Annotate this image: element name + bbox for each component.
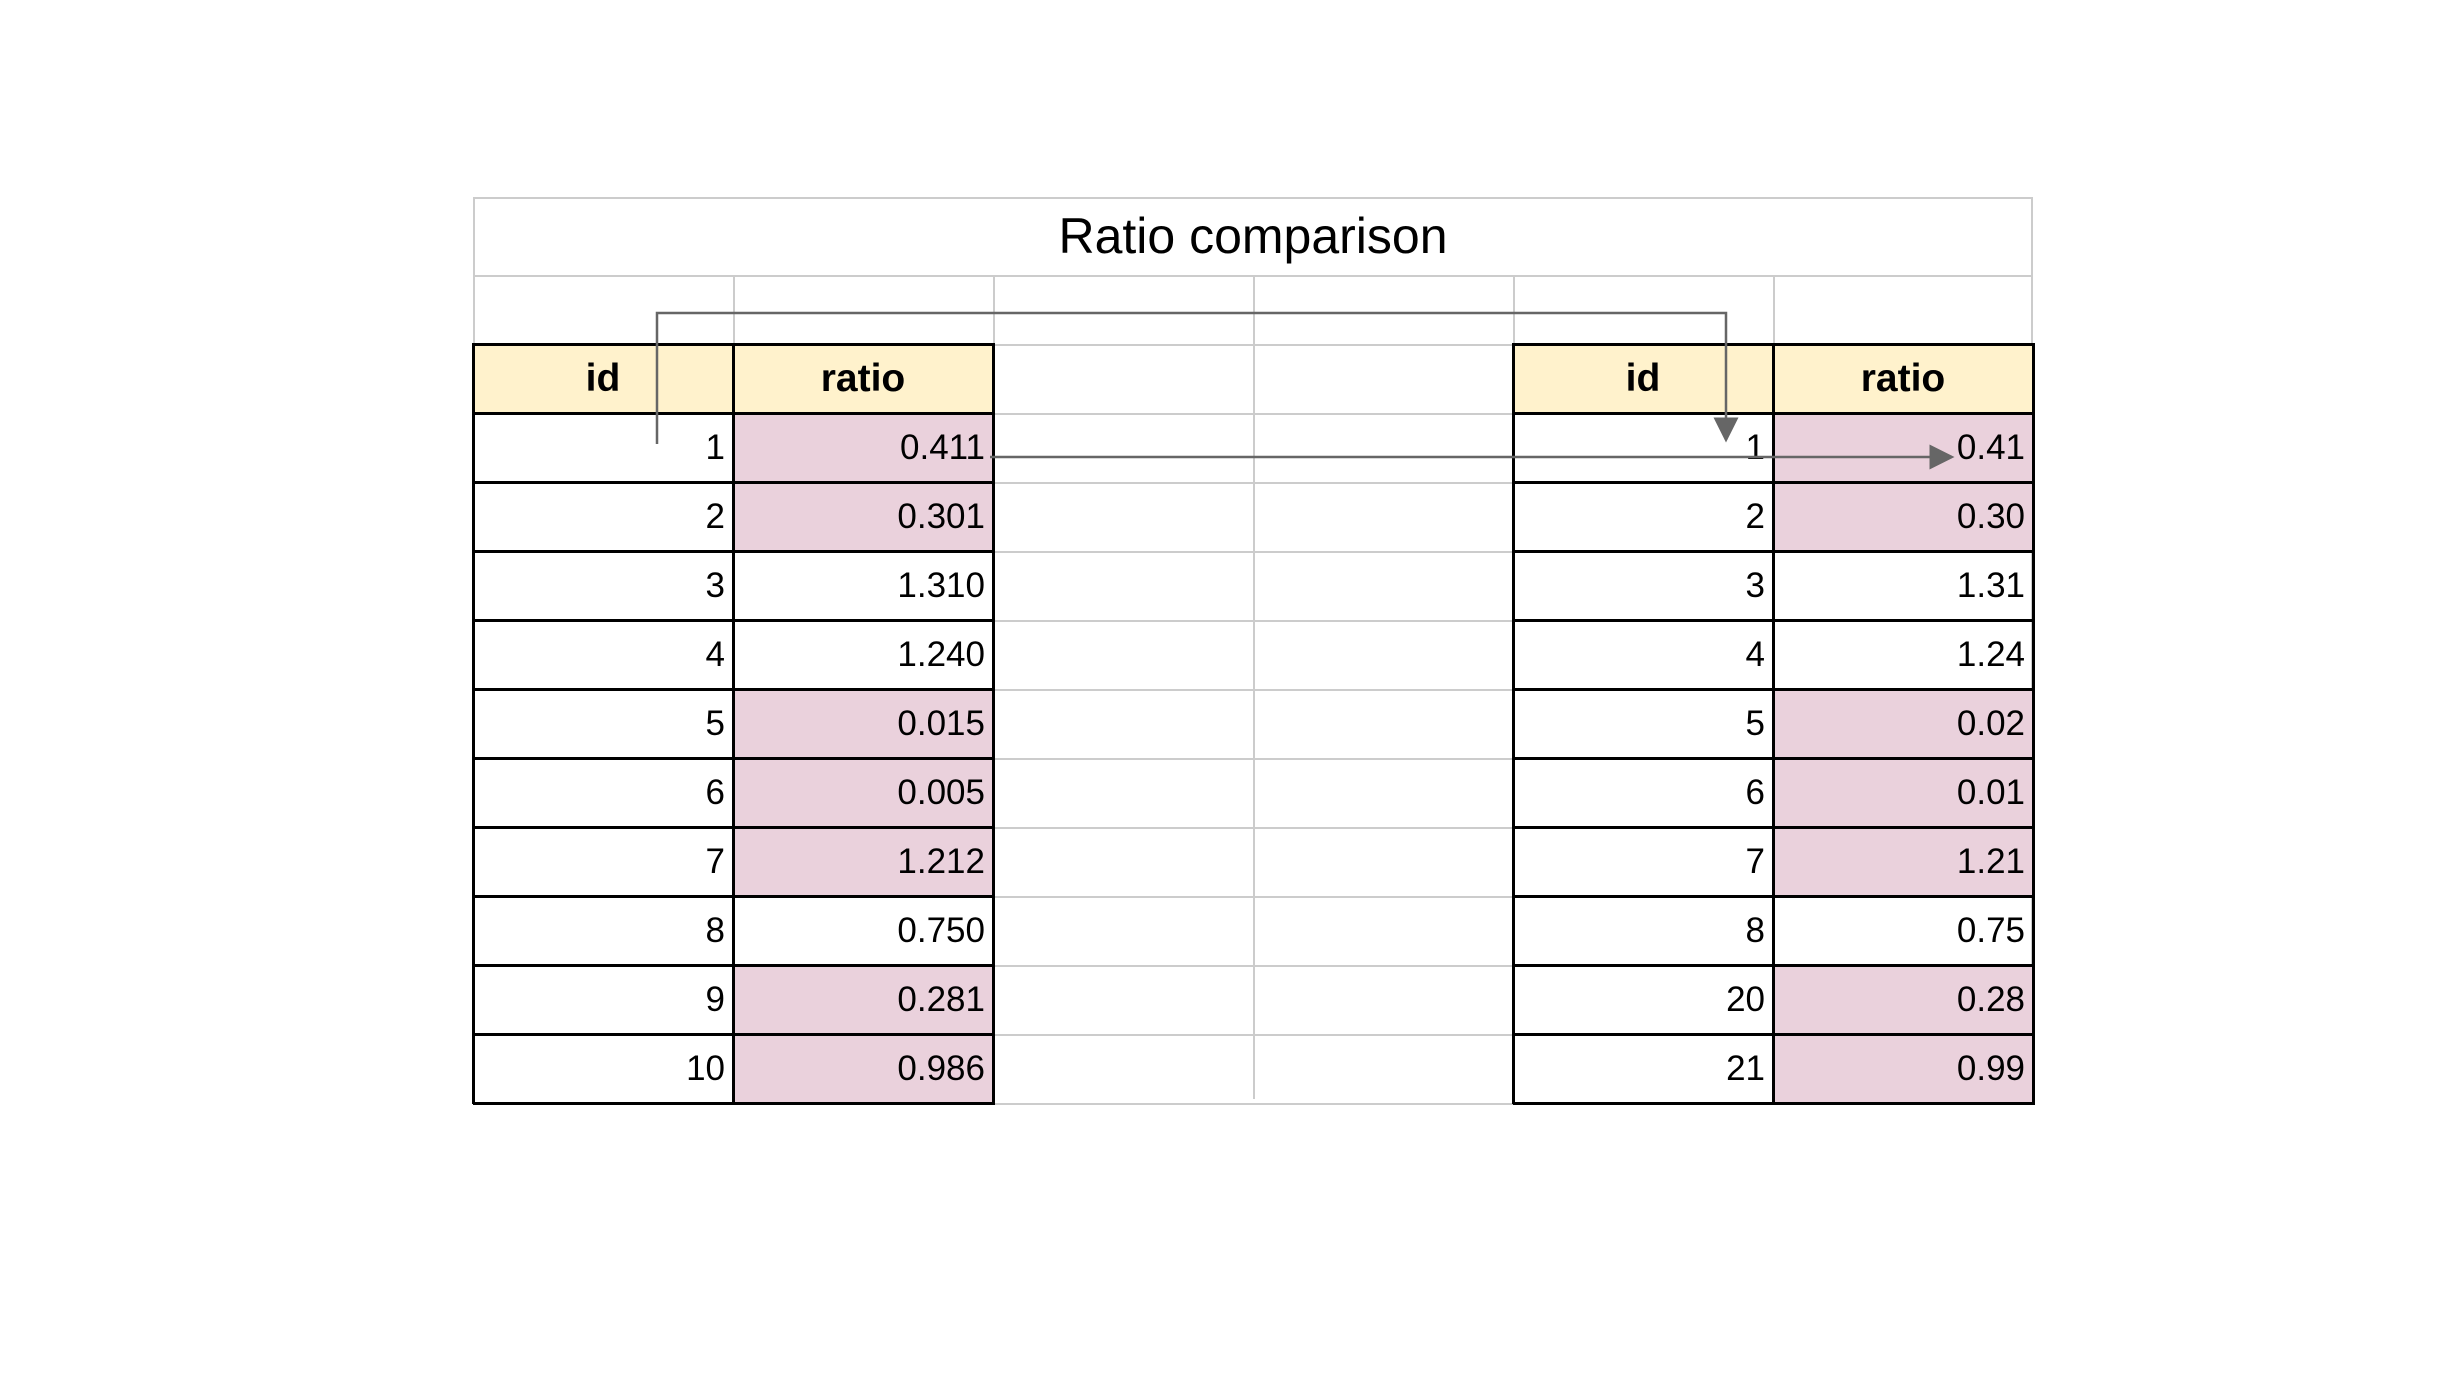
left_table-id-cell[interactable]: 8 [705, 911, 725, 950]
right_table-id-cell[interactable]: 1 [1745, 428, 1765, 467]
right_table-ratio-cell[interactable]: 1.31 [1956, 566, 2025, 605]
left_table-ratio-cell[interactable]: 0.750 [897, 911, 985, 950]
left_table-header-ratio[interactable]: ratio [733, 344, 993, 413]
grid-line-h [473, 1034, 2033, 1036]
right_table-ratio-cell[interactable]: 0.75 [1956, 911, 2025, 950]
left_table-border-v [472, 343, 475, 1104]
left_table-id-cell[interactable]: 6 [705, 773, 725, 812]
grid-line-h [473, 965, 2033, 967]
right_table-ratio-cell[interactable]: 1.24 [1956, 635, 2025, 674]
left_table-ratio-cell[interactable]: 0.281 [733, 965, 993, 1034]
right_table-border-v [2032, 343, 2035, 1104]
right_table-id-cell[interactable]: 8 [1745, 911, 1765, 950]
left_table-id-cell[interactable]: 9 [705, 980, 725, 1019]
left_table-ratio-cell[interactable]: 1.310 [897, 566, 985, 605]
right_table-ratio-cell[interactable]: 0.28 [1773, 965, 2033, 1034]
right_table-header-ratio[interactable]: ratio [1773, 344, 2033, 413]
grid-line-h [473, 482, 2033, 484]
left_table-ratio-cell[interactable]: 0.411 [733, 413, 993, 482]
grid-line-h [473, 689, 2033, 691]
grid-line-h [473, 758, 2033, 760]
left_table-id-cell[interactable]: 4 [705, 635, 725, 674]
left_table-border-v [732, 343, 735, 1104]
right_table-id-cell[interactable]: 3 [1745, 566, 1765, 605]
right_table-id-cell[interactable]: 4 [1745, 635, 1765, 674]
grid-line-h [473, 551, 2033, 553]
right_table-header-id[interactable]: id [1513, 344, 1773, 413]
right_table-ratio-cell[interactable]: 0.30 [1773, 482, 2033, 551]
left_table-border-v [992, 343, 995, 1104]
grid-line-h [473, 197, 2033, 199]
left_table-id-cell[interactable]: 1 [705, 428, 725, 467]
grid-line-v [1253, 275, 1255, 1099]
left_table-ratio-cell[interactable]: 1.240 [897, 635, 985, 674]
left_table-id-cell[interactable]: 7 [705, 842, 725, 881]
left_table-id-cell[interactable]: 5 [705, 704, 725, 743]
right_table-ratio-cell[interactable]: 0.01 [1773, 758, 2033, 827]
grid-line-h [473, 827, 2033, 829]
left_table-id-cell[interactable]: 3 [705, 566, 725, 605]
right_table-ratio-cell[interactable]: 0.41 [1773, 413, 2033, 482]
left_table-id-cell[interactable]: 2 [705, 497, 725, 536]
sheet-title: Ratio comparison [1058, 208, 1448, 264]
right_table-id-cell[interactable]: 2 [1745, 497, 1765, 536]
right_table-ratio-cell[interactable]: 1.21 [1773, 827, 2033, 896]
grid-line-h [473, 620, 2033, 622]
left_table-id-cell[interactable]: 10 [686, 1049, 725, 1088]
left_table-ratio-cell[interactable]: 0.005 [733, 758, 993, 827]
grid-line-h [473, 1103, 2033, 1105]
spreadsheet: Ratio comparison id ratio 1 0.411 2 0.301 3 1.3… [472, 197, 2035, 1105]
left_table-ratio-cell[interactable]: 0.986 [733, 1034, 993, 1103]
right_table-border-v [1772, 343, 1775, 1104]
right_table-id-cell[interactable]: 5 [1745, 704, 1765, 743]
right_table-id-cell[interactable]: 6 [1745, 773, 1765, 812]
right_table-border-v [1512, 343, 1515, 1104]
right_table-id-cell[interactable]: 21 [1726, 1049, 1765, 1088]
right_table-id-cell[interactable]: 20 [1726, 980, 1765, 1019]
right_table-ratio-cell[interactable]: 0.99 [1773, 1034, 2033, 1103]
right_table-id-cell[interactable]: 7 [1745, 842, 1765, 881]
left_table-header-id[interactable]: id [473, 344, 733, 413]
left_table-ratio-cell[interactable]: 0.301 [733, 482, 993, 551]
grid-line-h [473, 896, 2033, 898]
left_table-ratio-cell[interactable]: 1.212 [733, 827, 993, 896]
left_table-ratio-cell[interactable]: 0.015 [733, 689, 993, 758]
right_table-ratio-cell[interactable]: 0.02 [1773, 689, 2033, 758]
